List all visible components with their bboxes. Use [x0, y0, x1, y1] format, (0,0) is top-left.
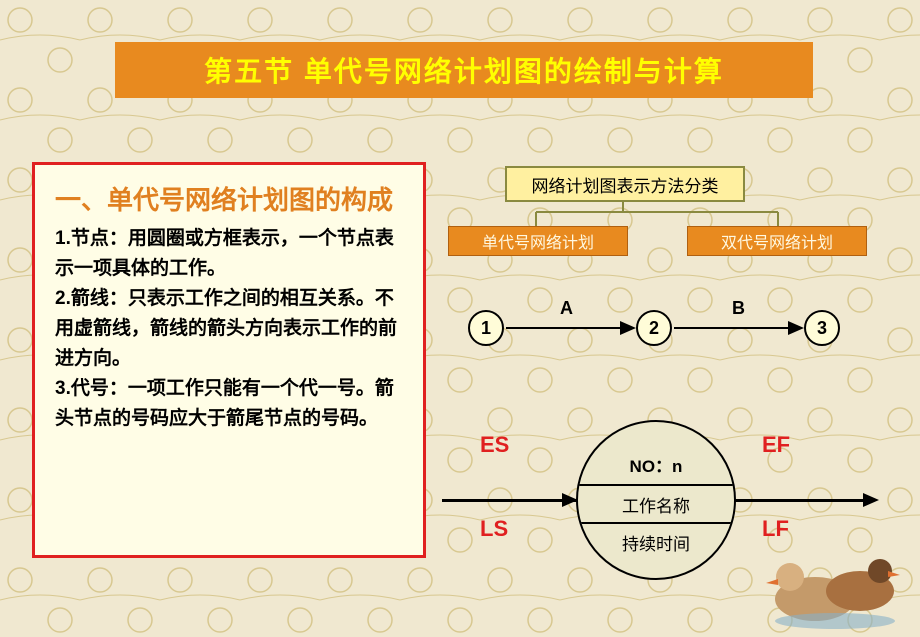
arc-1-2-line [506, 327, 622, 329]
outgoing-head [863, 493, 879, 507]
section-heading: 一、单代号网络计划图的构成 [55, 183, 403, 218]
event-name: 工作名称 [578, 484, 734, 522]
section-item-2: 2.箭线：只表示工作之间的相互关系。不用虚箭线，箭线的箭头方向表示工作的前进方向… [55, 284, 403, 374]
label-ls: LS [480, 516, 508, 542]
classification-child-single: 单代号网络计划 [448, 226, 628, 256]
arc-2-3-line [674, 327, 790, 329]
tree-connector-lines [448, 202, 868, 226]
event-circle: NO：n 工作名称 持续时间 [576, 420, 736, 580]
arc-2-3-head [788, 321, 804, 335]
classification-child-double: 双代号网络计划 [687, 226, 867, 256]
arc-label-a: A [560, 298, 573, 319]
left-panel: 一、单代号网络计划图的构成 1.节点：用圆圈或方框表示，一个节点表示一项具体的工… [32, 162, 426, 558]
node-3: 3 [804, 310, 840, 346]
event-duration: 持续时间 [578, 522, 734, 560]
event-no: NO：n [578, 444, 734, 484]
classification-root: 网络计划图表示方法分类 [505, 166, 745, 202]
page-title: 第五节 单代号网络计划图的绘制与计算 [204, 50, 724, 90]
node-1: 1 [468, 310, 504, 346]
arc-1-2-head [620, 321, 636, 335]
decorative-duck-image [760, 521, 910, 631]
label-es: ES [480, 432, 509, 458]
label-ef: EF [762, 432, 790, 458]
outgoing-line [735, 499, 865, 502]
title-band: 第五节 单代号网络计划图的绘制与计算 [115, 42, 813, 98]
section-item-3: 3.代号：一项工作只能有一个代一号。箭头节点的号码应大于箭尾节点的号码。 [55, 374, 403, 434]
node-2: 2 [636, 310, 672, 346]
section-item-1: 1.节点：用圆圈或方框表示，一个节点表示一项具体的工作。 [55, 224, 403, 284]
arc-label-b: B [732, 298, 745, 319]
incoming-line [442, 499, 578, 502]
